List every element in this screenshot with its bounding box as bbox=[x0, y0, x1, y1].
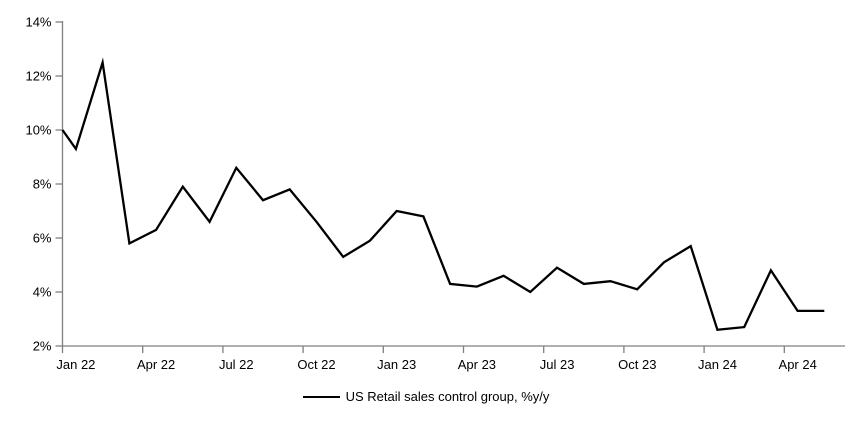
x-axis-tick-label: Oct 22 bbox=[297, 357, 335, 372]
x-axis-tick-label: Apr 23 bbox=[458, 357, 496, 372]
legend-line-sample bbox=[302, 395, 340, 398]
x-axis-tick-label: Apr 24 bbox=[779, 357, 817, 372]
y-axis-tick-label: 6% bbox=[33, 231, 52, 246]
x-axis-tick-label: Jan 23 bbox=[377, 357, 416, 372]
x-axis-tick-label: Jan 24 bbox=[698, 357, 737, 372]
x-axis-tick-label: Apr 22 bbox=[137, 357, 175, 372]
x-axis-tick-label: Jan 22 bbox=[56, 357, 95, 372]
x-axis-tick-label: Jul 23 bbox=[540, 357, 575, 372]
x-axis-tick-label: Oct 23 bbox=[618, 357, 656, 372]
x-axis-tick-label: Jul 22 bbox=[219, 357, 254, 372]
y-axis-tick-label: 12% bbox=[25, 69, 51, 84]
y-axis-tick-label: 14% bbox=[25, 15, 51, 30]
y-axis-tick-label: 10% bbox=[25, 123, 51, 138]
y-axis-tick-label: 2% bbox=[33, 339, 52, 354]
y-axis-tick-label: 8% bbox=[33, 177, 52, 192]
y-axis-tick-label: 4% bbox=[33, 285, 52, 300]
legend: US Retail sales control group, %y/y bbox=[0, 389, 852, 404]
series-polyline bbox=[61, 57, 825, 332]
legend-label: US Retail sales control group, %y/y bbox=[345, 389, 550, 404]
